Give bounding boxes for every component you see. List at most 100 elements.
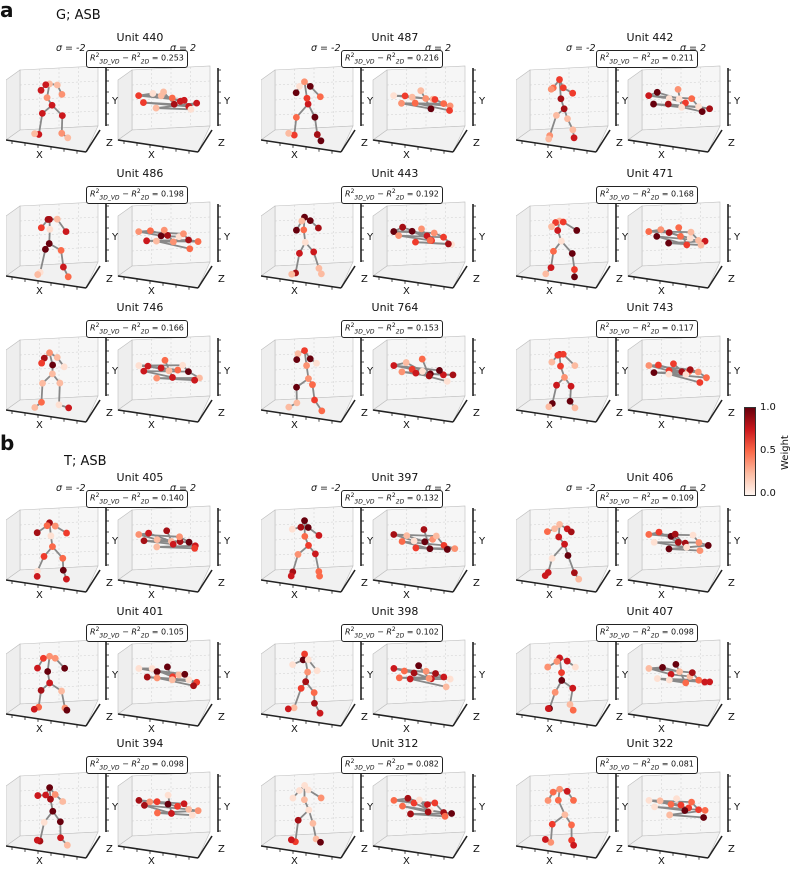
skeleton-sigma-neg (544, 654, 579, 714)
z-axis-label: Z (616, 408, 623, 419)
x-axis-label: X (36, 420, 43, 431)
axes-3d-box (372, 771, 476, 860)
z-axis-line (197, 703, 213, 727)
z-axis-label: Z (218, 274, 225, 285)
x-axis-line (372, 579, 454, 593)
sigma-pos-label: σ = 2 (425, 483, 452, 494)
y-axis-label: Y (223, 536, 231, 547)
skeleton-sigma-pos (390, 223, 455, 248)
x-axis-line (516, 409, 597, 423)
z-axis-line (595, 129, 611, 153)
z-axis-label: Z (361, 578, 368, 589)
skeleton-sigma-neg (30, 652, 71, 714)
x-axis-line (261, 275, 342, 289)
sigma-pos-label: σ = 2 (680, 43, 707, 54)
unit-cell: Unit 471 X Z Y X Z Y R23D_VD − R22D = 0.168 (510, 168, 765, 304)
z-axis-label: Z (728, 844, 735, 855)
unit-title: Unit 397 (371, 471, 419, 484)
y-axis-label: Y (223, 366, 231, 377)
x-axis-line (6, 713, 87, 727)
z-axis-label: Z (473, 844, 480, 855)
sigma-neg-label: σ = -2 (566, 483, 596, 494)
x-axis-line (516, 845, 597, 859)
axes-3d-box (516, 639, 619, 728)
z-axis-line (85, 703, 101, 727)
skeleton-plots: X Z Y X Z Y (6, 65, 231, 161)
z-axis-line (595, 703, 611, 727)
sigma-neg-label: σ = -2 (311, 483, 341, 494)
x-axis-line (261, 845, 342, 859)
unit-cell: Unit 440 σ = -2 σ = 2 X Z Y X Z Y R23D_VD − R22D … (0, 32, 255, 168)
unit-title: Unit 407 (626, 605, 674, 618)
axes-3d-box (627, 201, 731, 290)
y-axis-label: Y (223, 670, 231, 681)
unit-cell: Unit 487 σ = -2 σ = 2 X Z Y X Z Y R23D_VD − R22D … (255, 32, 510, 168)
z-axis-line (340, 265, 356, 289)
unit-title: Unit 405 (116, 471, 164, 484)
x-axis-line (6, 579, 87, 593)
z-axis-label: Z (218, 408, 225, 419)
z-axis-line (452, 703, 468, 727)
x-axis-label: X (148, 150, 155, 161)
skeleton-sigma-neg (545, 76, 578, 143)
unit-title: Unit 443 (371, 167, 419, 180)
x-axis-label: X (36, 724, 43, 735)
skeleton-sigma-neg (545, 350, 579, 412)
axes-3d-box (372, 201, 476, 290)
z-axis-label: Z (361, 712, 368, 723)
skeleton-sigma-pos (645, 86, 714, 116)
z-axis-label: Z (728, 578, 735, 589)
z-axis-line (197, 265, 213, 289)
y-axis-label: Y (621, 232, 629, 243)
z-axis-line (595, 265, 611, 289)
sigma-neg-label: σ = -2 (311, 43, 341, 54)
x-axis-label: X (36, 150, 43, 161)
skeleton-plots: X Z Y X Z Y (6, 771, 231, 867)
unit-cell: Unit 397 σ = -2 σ = 2 X Z Y X Z Y R23D_VD − R22D … (255, 472, 510, 608)
r2-value: 0.166 (160, 323, 184, 333)
z-axis-line (340, 569, 356, 593)
unit-title: Unit 312 (371, 737, 419, 750)
z-axis-label: Z (616, 138, 623, 149)
axes-3d-box (6, 505, 109, 594)
z-axis-line (452, 569, 468, 593)
skeleton-sigma-neg (542, 217, 581, 281)
skeleton-sigma-pos (645, 528, 712, 554)
skeleton-sigma-pos (390, 526, 459, 553)
x-axis-label: X (291, 420, 298, 431)
z-axis-label: Z (616, 712, 623, 723)
sigma-neg-label: σ = -2 (56, 483, 86, 494)
x-axis-line (372, 409, 454, 423)
skeleton-plots: X Z Y X Z Y (516, 771, 741, 867)
y-axis-label: Y (733, 366, 741, 377)
x-axis-line (516, 275, 597, 289)
colorbar-tick-max: 1.0 (760, 402, 776, 413)
colorbar-tick-mid: 0.5 (760, 445, 776, 456)
r2-difference-box: R23D_VD − R22D = 0.253 (86, 50, 188, 69)
unit-title: Unit 442 (626, 31, 674, 44)
axes-3d-box (261, 201, 364, 290)
z-axis-label: Z (106, 712, 113, 723)
z-axis-label: Z (616, 844, 623, 855)
x-axis-line (261, 139, 342, 153)
skeleton-sigma-neg (288, 213, 325, 278)
x-axis-label: X (403, 150, 410, 161)
sigma-neg-label: σ = -2 (56, 43, 86, 54)
x-axis-line (6, 139, 87, 153)
unit-title: Unit 322 (626, 737, 674, 750)
z-axis-label: Z (473, 138, 480, 149)
r2-value: 0.105 (160, 627, 184, 637)
skeleton-sigma-pos (645, 360, 710, 386)
axes-3d-box (6, 639, 109, 728)
panel-a-letter: a (0, 0, 14, 22)
axes-3d-box (117, 505, 221, 594)
z-axis-label: Z (218, 138, 225, 149)
x-axis-label: X (658, 856, 665, 867)
skeleton-plots: X Z Y X Z Y (6, 335, 231, 431)
r2-value: 0.098 (670, 627, 694, 637)
x-axis-line (516, 139, 597, 153)
unit-title: Unit 486 (116, 167, 164, 180)
y-axis-label: Y (733, 96, 741, 107)
x-axis-line (372, 713, 454, 727)
